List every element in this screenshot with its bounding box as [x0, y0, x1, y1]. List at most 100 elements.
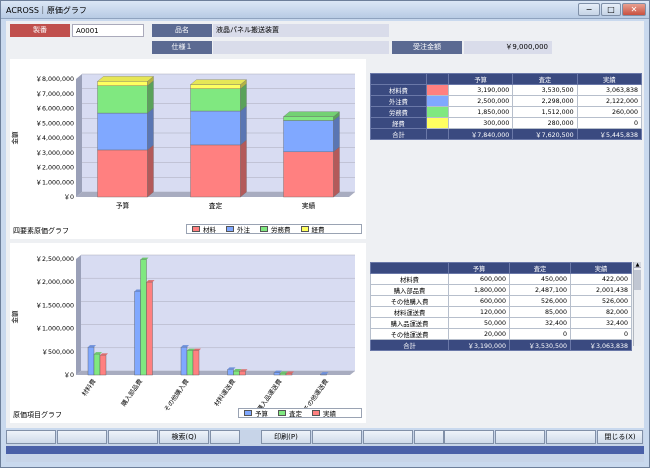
table-cell: 1,512,000 [512, 106, 578, 118]
table-cell: 1,800,000 [448, 284, 510, 296]
total-row: 合計 ￥3,190,000 ￥3,530,500 ￥3,063,838 [370, 339, 632, 351]
table-cell: 422,000 [570, 273, 632, 285]
bar-side [147, 80, 154, 114]
bar [180, 346, 188, 376]
table-row[interactable]: 材料費 600,000 450,000 422,000 [370, 273, 632, 285]
table-cell: 0 [509, 328, 571, 340]
function-button-3[interactable] [108, 430, 158, 444]
function-button-1[interactable] [6, 430, 56, 444]
total-label: 合計 [370, 128, 427, 140]
table-cell: 2,122,000 [576, 95, 643, 107]
scroll-up-icon[interactable]: ▲ [634, 262, 641, 268]
col-header: 実績 [570, 262, 632, 274]
title-bar[interactable]: ACROSS｜原価グラフ − □ ✕ [1, 1, 649, 19]
y-tick-label: ￥2,500,000 [36, 255, 74, 263]
function-button-2[interactable] [57, 430, 107, 444]
x-tick-label: 材料費 [79, 377, 97, 398]
bar-segment [190, 110, 241, 146]
legend-label: 予算 [255, 410, 268, 418]
table-cell: 300,000 [447, 117, 514, 129]
chart2-panel: ￥0 ￥500,000 ￥1,000,000 ￥1,500,000 ￥2,000,000… [10, 243, 366, 423]
bar [146, 281, 153, 376]
row-label: その他運送費 [370, 328, 449, 340]
function-button-10[interactable] [444, 430, 494, 444]
chart1-caption: 四要素原価グラフ [13, 227, 69, 235]
legend-label: 実績 [323, 410, 336, 418]
table-row[interactable]: その他購入費 600,000 526,000 526,000 [370, 295, 632, 307]
y-tick-label: ￥3,000,000 [36, 149, 74, 157]
hinmei-field: 液晶パネル搬送装置 [213, 24, 389, 37]
row-label: その他購入費 [370, 295, 449, 307]
table-cell: 280,000 [512, 117, 578, 129]
row-label: 材料費 [370, 84, 427, 96]
legend-label: 査定 [289, 410, 302, 418]
table-row[interactable]: 材料運送費 120,000 85,000 82,000 [370, 306, 632, 318]
total-cell: ￥3,530,500 [509, 339, 571, 351]
function-button-13[interactable]: 閉じる(X) [597, 430, 643, 444]
bar-segment [283, 116, 334, 121]
table-cell: 450,000 [509, 273, 571, 285]
table-cell: 82,000 [570, 306, 632, 318]
table-cell: 85,000 [509, 306, 571, 318]
bar-side [147, 144, 154, 198]
window-title: ACROSS｜原価グラフ [6, 6, 87, 15]
function-button-11[interactable] [495, 430, 545, 444]
legend-swatch [226, 226, 234, 232]
cost-item-chart: ￥0 ￥500,000 ￥1,000,000 ￥1,500,000 ￥2,000,000… [10, 254, 355, 413]
table-row: 経費 300,000 280,000 0 [370, 117, 643, 129]
table-cell: 3,063,838 [576, 84, 643, 96]
bar [192, 350, 200, 376]
y-tick-label: ￥0 [64, 193, 74, 201]
function-button-12[interactable] [546, 430, 596, 444]
legend-label: 労務費 [271, 226, 291, 234]
minimize-button[interactable]: − [578, 3, 600, 16]
table-scrollbar[interactable]: ▲ [633, 262, 641, 346]
col-header: 予算 [447, 73, 514, 85]
y-tick-label: ￥1,500,000 [36, 301, 74, 309]
y-tick-label: ￥8,000,000 [36, 75, 74, 83]
y-axis-label: 金額 [10, 310, 19, 324]
col-header [370, 262, 449, 274]
function-button-5[interactable] [210, 430, 240, 444]
function-key-bar: 検索(Q) 印刷(P) 閉じる(X) [6, 430, 644, 462]
y-tick-label: ￥7,000,000 [36, 90, 74, 98]
function-button-4[interactable]: 検索(Q) [159, 430, 209, 444]
bar [93, 353, 101, 376]
table-cell: 1,850,000 [447, 106, 514, 118]
function-button-7[interactable] [312, 430, 362, 444]
function-button-8[interactable] [363, 430, 413, 444]
bar-segment [97, 149, 148, 198]
x-tick-label: 購入部品費 [119, 377, 144, 408]
legend-swatch [278, 410, 286, 416]
table-row[interactable]: その他運送費 20,000 0 0 [370, 328, 632, 340]
bar-top [280, 371, 288, 374]
status-bar [6, 446, 644, 454]
bar-top [146, 280, 155, 283]
color-swatch [426, 95, 449, 107]
col-header [370, 73, 427, 85]
bar-side [147, 107, 154, 151]
table-cell: 3,190,000 [447, 84, 514, 96]
function-button-9[interactable] [414, 430, 444, 444]
table-cell: 32,400 [509, 317, 571, 329]
close-window-button[interactable]: ✕ [622, 3, 646, 16]
seiban-field[interactable]: A0001 [72, 24, 144, 37]
row-label: 材料運送費 [370, 306, 449, 318]
total-cell: ￥3,063,838 [570, 339, 632, 351]
y-tick-label: ￥0 [64, 371, 74, 379]
four-element-table: 予算 査定 実績 材料費 3,190,000 3,530,500 3,063,838 外… [370, 73, 643, 140]
maximize-button[interactable]: □ [601, 3, 621, 16]
legend-label: 経費 [311, 226, 325, 234]
bar-top [140, 257, 149, 260]
function-button-6[interactable]: 印刷(P) [261, 430, 311, 444]
main-content: 製番 A0001 品名 液晶パネル搬送装置 仕様１ 受注金額 ￥9,000,00… [6, 21, 644, 428]
bar [233, 370, 240, 376]
bar-top [187, 348, 195, 351]
y-tick-label: ￥2,000,000 [36, 278, 74, 286]
table-row[interactable]: 購入部品費 1,800,000 2,487,100 2,001,438 [370, 284, 632, 296]
table-row[interactable]: 購入品運送費 50,000 32,400 32,400 [370, 317, 632, 329]
legend-item: 外注 [226, 224, 250, 234]
y-tick-label: ￥4,000,000 [36, 134, 74, 142]
legend-swatch [192, 226, 200, 232]
scroll-thumb[interactable] [634, 270, 641, 290]
